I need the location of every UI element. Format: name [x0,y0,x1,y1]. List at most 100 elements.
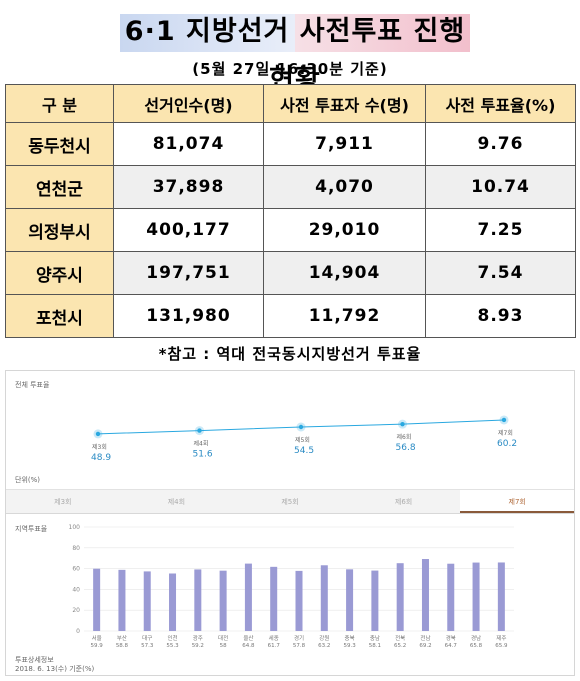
trend-point-label: 제5회 [295,436,310,444]
bar-category-label: 전남 [420,634,430,642]
bar-category-label: 광주 [193,635,203,642]
bar-category-label: 세종 [269,634,279,642]
page-title: 6·1 지방선거 사전투표 진행 현황 [124,16,466,95]
voters-cell: 37,898 [113,165,264,209]
trend-point-value: 51.6 [193,450,213,460]
reference-title: *참고 : 역대 전국동시지방선거 투표율 [158,345,422,363]
trend-point[interactable] [501,417,507,423]
bar-value-label: 58 [220,643,227,649]
bar-value-label: 63.2 [318,643,330,649]
early-voters-cell: 11,792 [263,294,426,338]
early-rate-cell: 10.74 [425,165,576,209]
bar-value-label: 58.1 [369,643,381,649]
tab-4th-election[interactable]: 제4회 [167,498,186,506]
bar-category-label: 제주 [496,634,506,642]
trend-point-label: 제3회 [92,443,107,451]
table-row: 의정부시 400,177 29,010 7.25 [5,208,576,252]
voters-cell: 131,980 [113,294,264,338]
header-voters: 선거인수(명) [113,84,264,123]
y-tick-label: 60 [72,566,80,573]
footnote-detail: 투표상세정보 [15,656,54,664]
bar[interactable] [93,568,101,631]
tab-6th-election[interactable]: 제6회 [394,498,413,506]
title-banner: 6·1 지방선거 사전투표 진행 현황 [120,8,470,95]
bar[interactable] [472,562,480,631]
trend-point[interactable] [400,421,405,427]
bar-category-label: 인천 [167,634,177,642]
bar-value-label: 59.3 [343,643,356,649]
trend-line-chart: 제3회 48.9 제4회 51.6 제5회 54.5 제6회 56.8 제7회 60.2 [91,415,517,463]
bar-value-label: 64.8 [242,643,255,649]
bar-value-label: 61.7 [268,643,281,649]
header-early-voters: 사전 투표자 수(명) [263,84,426,123]
bar-category-label: 충북 [345,634,355,642]
trend-point-label: 제7회 [498,429,513,437]
bar-category-label: 대전 [218,634,228,642]
region-cell: 양주시 [5,251,114,295]
early-voters-cell: 14,904 [263,251,426,295]
regional-chart-title: 지역투표율 [15,525,48,533]
early-rate-cell: 7.54 [425,251,576,295]
trend-point[interactable] [197,428,202,433]
tab-5th-election[interactable]: 제5회 [281,498,299,506]
bar-category-label: 경남 [471,634,481,642]
bar[interactable] [194,569,202,631]
bar[interactable] [497,562,505,631]
bar-value-label: 65.2 [394,643,406,649]
trend-chart-title: 전체 투표율 [15,381,50,389]
trend-point-label: 제4회 [194,440,209,448]
bar-category-label: 울산 [243,634,253,642]
trend-point-value: 60.2 [497,439,517,449]
trend-point[interactable] [298,424,304,430]
bar[interactable] [169,573,177,631]
bar[interactable] [346,569,354,631]
trend-point-label: 제6회 [397,433,412,441]
bar[interactable] [118,569,126,631]
bar[interactable] [244,563,252,631]
tab-7th-election[interactable]: 제7회 [460,490,574,513]
trend-point-value: 54.5 [294,446,314,456]
bar-value-label: 69.2 [419,643,431,649]
early-rate-cell: 9.76 [425,122,576,166]
bar-value-label: 55.3 [166,643,179,649]
election-tabs: 제3회 제4회 제5회 제6회 제7회 [6,489,574,514]
early-vote-table: 구 분 선거인수(명) 사전 투표자 수(명) 사전 투표율(%) 동두천시 8… [5,84,576,338]
bar[interactable] [396,563,404,631]
bar[interactable] [320,565,328,631]
turnout-panel: 전체 투표율 제3회 48.9 제4회 51.6 제5회 54.5 제6회 56.8 제7회 60… [5,370,575,676]
bar-category-label: 부산 [117,634,127,642]
regional-bar-chart: 020406080100서울59.9부산58.8대구57.3인천55.3광주59… [69,524,514,649]
footnote-date: 2018. 6. 13(수) 기준(%) [15,665,95,673]
region-cell: 연천군 [5,165,114,209]
table-row: 포천시 131,980 11,792 8.93 [5,294,576,338]
table-header-row: 구 분 선거인수(명) 사전 투표자 수(명) 사전 투표율(%) [5,84,576,123]
bar[interactable] [421,559,429,631]
early-rate-cell: 8.93 [425,294,576,338]
y-tick-label: 100 [69,524,81,531]
trend-point-value: 56.8 [396,443,416,453]
bar[interactable] [371,570,379,631]
bar[interactable] [270,566,278,631]
bar[interactable] [143,571,151,631]
bar[interactable] [295,570,303,631]
early-voters-cell: 4,070 [263,165,426,209]
y-tick-label: 80 [72,545,80,552]
trend-point[interactable] [95,431,101,437]
region-cell: 포천시 [5,294,114,338]
bar-category-label: 전북 [395,634,405,642]
table-row: 양주시 197,751 14,904 7.54 [5,251,576,295]
bar-category-label: 충남 [370,634,380,642]
bar-category-label: 강원 [319,634,329,642]
bar-value-label: 57.8 [293,643,306,649]
y-tick-label: 40 [72,586,80,593]
title-bg-blue [120,14,295,52]
bar[interactable] [219,570,227,631]
trend-point-value: 48.9 [91,453,111,463]
bar-value-label: 65.9 [495,643,508,649]
bar-value-label: 58.8 [116,643,129,649]
early-voters-cell: 7,911 [263,122,426,166]
bar-value-label: 65.8 [470,643,483,649]
y-tick-label: 0 [76,628,80,635]
bar[interactable] [447,563,455,631]
tab-3rd-election[interactable]: 제3회 [54,498,72,506]
